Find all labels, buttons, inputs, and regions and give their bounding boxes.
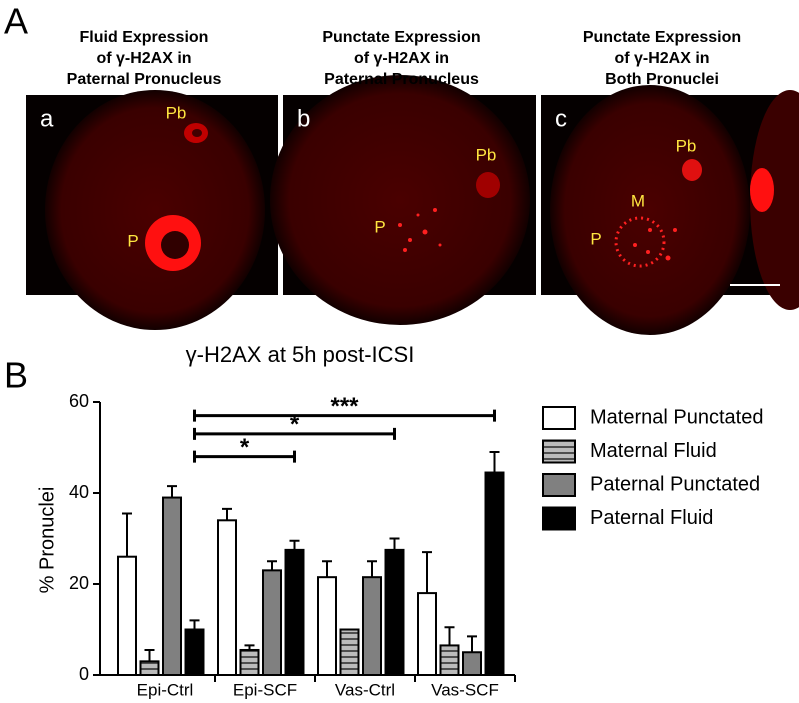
y-tick-label: 20 bbox=[69, 573, 89, 593]
caption: Paternal Pronucleus bbox=[67, 71, 222, 88]
bar bbox=[162, 496, 182, 676]
bar bbox=[439, 644, 460, 676]
error-bar bbox=[467, 635, 477, 653]
x-tick-label: Vas-Ctrl bbox=[335, 680, 395, 699]
x-tick-label: Epi-Ctrl bbox=[137, 680, 194, 699]
significance-bracket bbox=[193, 450, 296, 463]
legend-label: Paternal Punctated bbox=[590, 473, 760, 495]
error-bar bbox=[144, 648, 155, 662]
image-label: Pb bbox=[476, 145, 497, 164]
bar bbox=[417, 592, 437, 676]
caption: of γ-H2AX in bbox=[614, 50, 709, 67]
caption: Paternal Pronucleus bbox=[324, 71, 479, 88]
image-label: P bbox=[127, 231, 138, 250]
error-bar bbox=[122, 512, 132, 557]
error-bar bbox=[322, 560, 332, 578]
bar bbox=[262, 569, 282, 676]
micrograph bbox=[26, 90, 278, 330]
panel-letter: b bbox=[297, 105, 310, 132]
x-tick-label: Epi-SCF bbox=[233, 680, 297, 699]
bar bbox=[317, 576, 337, 676]
image-label: P bbox=[590, 229, 601, 248]
image-label: Pb bbox=[166, 103, 187, 122]
legend-swatch bbox=[542, 406, 576, 430]
image-label: P bbox=[374, 217, 385, 236]
bar bbox=[217, 519, 237, 676]
caption: Fluid Expression bbox=[80, 29, 209, 46]
bar bbox=[339, 628, 360, 676]
error-bar bbox=[422, 551, 432, 594]
y-axis-label: % Pronuclei bbox=[36, 487, 58, 594]
error-bar bbox=[367, 560, 377, 578]
caption: of γ-H2AX in bbox=[354, 50, 449, 67]
legend-swatch bbox=[542, 439, 576, 464]
image-label: Pb bbox=[676, 136, 697, 155]
panel-label: A bbox=[4, 1, 28, 42]
bar bbox=[117, 555, 137, 677]
error-bar bbox=[222, 507, 232, 521]
caption: Punctate Expression bbox=[322, 29, 480, 46]
error-bar bbox=[444, 626, 455, 646]
panel-letter: c bbox=[555, 105, 567, 132]
legend-label: Paternal Fluid bbox=[590, 507, 713, 529]
image-label: M bbox=[631, 191, 645, 210]
error-bar bbox=[489, 451, 500, 473]
error-bar bbox=[389, 537, 400, 550]
error-bar bbox=[267, 560, 277, 571]
bar bbox=[362, 576, 382, 676]
x-tick-label: Vas-SCF bbox=[431, 680, 499, 699]
significance-label: * bbox=[240, 434, 250, 461]
bar bbox=[384, 548, 405, 676]
caption: Punctate Expression bbox=[583, 29, 741, 46]
error-bar bbox=[189, 619, 200, 630]
chart-title: γ-H2AX at 5h post-ICSI bbox=[186, 342, 415, 367]
bar bbox=[284, 548, 305, 676]
caption: of γ-H2AX in bbox=[96, 50, 191, 67]
significance-label: *** bbox=[330, 393, 359, 420]
bar bbox=[139, 660, 160, 676]
legend-swatch bbox=[542, 506, 576, 531]
significance-label: * bbox=[290, 411, 300, 438]
bar bbox=[462, 651, 482, 676]
error-bar bbox=[289, 539, 300, 550]
bar bbox=[239, 648, 260, 676]
significance-bracket bbox=[193, 427, 396, 440]
legend-label: Maternal Punctated bbox=[590, 406, 763, 428]
panel-letter: a bbox=[40, 105, 54, 132]
y-tick-label: 60 bbox=[69, 391, 89, 411]
micrograph bbox=[541, 85, 799, 335]
error-bar bbox=[167, 485, 177, 498]
panel-label: B bbox=[4, 355, 28, 396]
significance-bracket bbox=[193, 409, 496, 422]
bar bbox=[184, 628, 205, 676]
legend-label: Maternal Fluid bbox=[590, 440, 717, 462]
caption: Both Pronuclei bbox=[605, 71, 719, 88]
y-tick-label: 0 bbox=[79, 664, 89, 684]
bar bbox=[484, 471, 505, 676]
micrograph bbox=[270, 75, 536, 325]
y-tick-label: 40 bbox=[69, 482, 89, 502]
legend-swatch bbox=[542, 473, 576, 497]
